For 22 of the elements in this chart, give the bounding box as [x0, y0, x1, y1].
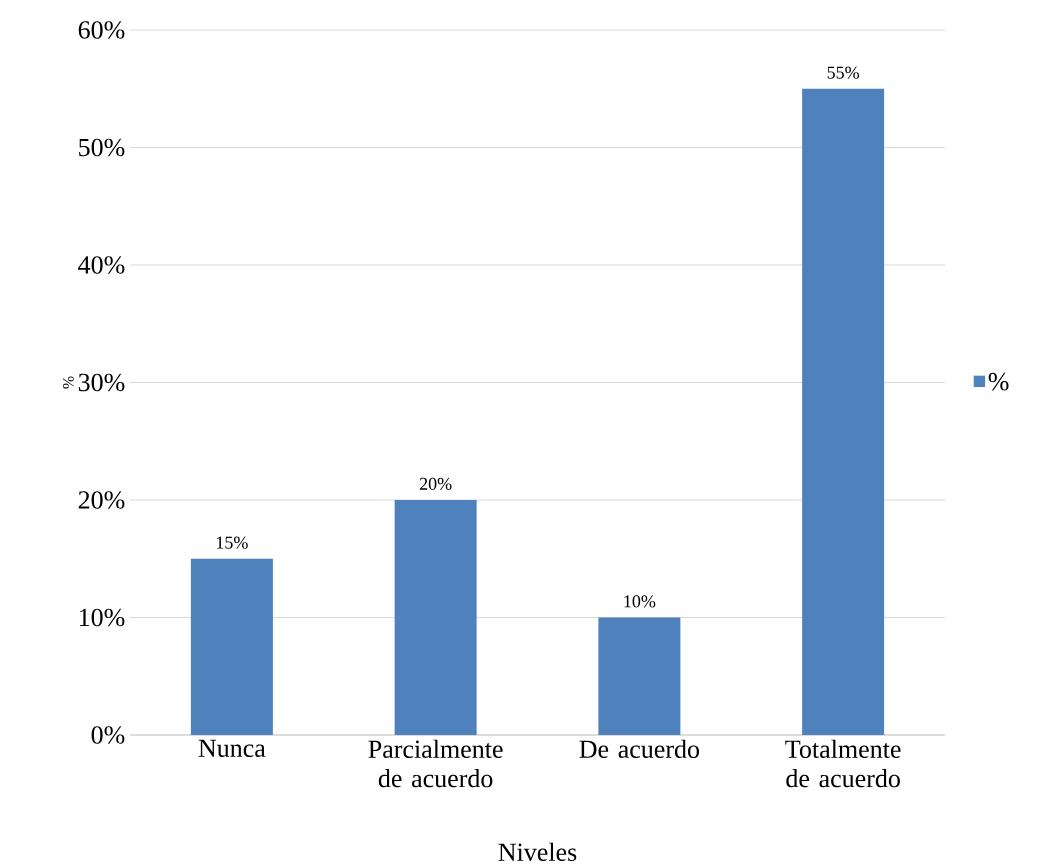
data-label: 55%	[827, 66, 860, 79]
legend-label: %	[988, 372, 1009, 391]
x-tick-label: Nunca	[198, 739, 266, 757]
y-tick-label: 10%	[79, 608, 125, 627]
y-tick-label: 30%	[78, 373, 125, 392]
bar	[802, 88, 885, 735]
data-label: 20%	[419, 477, 452, 490]
bar	[598, 617, 681, 735]
x-tick-label: Totalmente de acuerdo	[785, 739, 901, 788]
y-tick-label: 40%	[78, 256, 125, 274]
bar	[394, 500, 477, 735]
y-axis-title: %	[62, 376, 74, 389]
y-tick-label: 0%	[91, 726, 125, 744]
bar	[190, 558, 273, 735]
data-label: 10%	[624, 595, 656, 608]
y-tick-label: 60%	[78, 21, 125, 39]
x-axis-title: Niveles	[498, 842, 577, 861]
x-tick-label: De acuerdo	[579, 739, 700, 758]
x-tick-label: Parcialmente de acuerdo	[368, 739, 503, 788]
y-tick-label: 50%	[79, 138, 125, 157]
data-label: 15%	[216, 536, 248, 549]
y-tick-label: 20%	[78, 491, 125, 509]
